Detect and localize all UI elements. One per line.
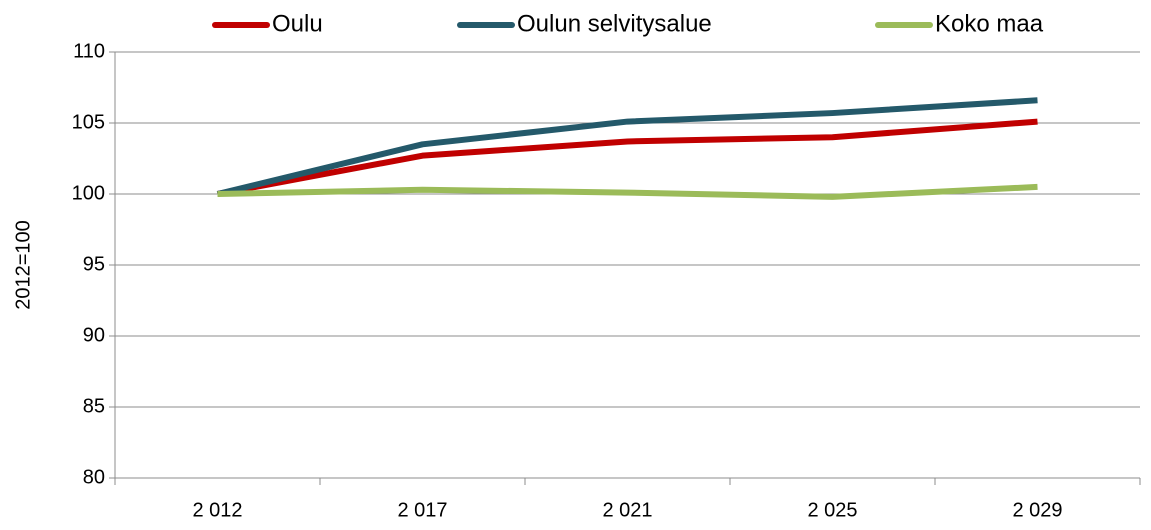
x-tick-label: 2 012 xyxy=(192,499,242,521)
series-line xyxy=(216,97,1038,197)
y-tick-label: 100 xyxy=(72,182,105,204)
series-line xyxy=(217,183,1038,200)
y-tick-label: 90 xyxy=(83,324,105,346)
x-tick-label: 2 017 xyxy=(397,499,447,521)
x-tick-label: 2 025 xyxy=(807,499,857,521)
y-tick-label: 95 xyxy=(83,253,105,275)
y-tick-label: 105 xyxy=(72,111,105,133)
y-tick-label: 85 xyxy=(83,395,105,417)
y-axis-label: 2012=100 xyxy=(12,220,34,310)
y-tick-label: 80 xyxy=(83,466,105,488)
legend-label: Koko maa xyxy=(935,10,1044,37)
y-tick-label: 110 xyxy=(73,40,105,62)
x-tick-label: 2 021 xyxy=(602,499,652,521)
legend-label: Oulun selvitysalue xyxy=(517,10,712,37)
x-tick-label: 2 029 xyxy=(1012,499,1062,521)
series-line xyxy=(216,118,1038,197)
legend-label: Oulu xyxy=(272,10,323,37)
